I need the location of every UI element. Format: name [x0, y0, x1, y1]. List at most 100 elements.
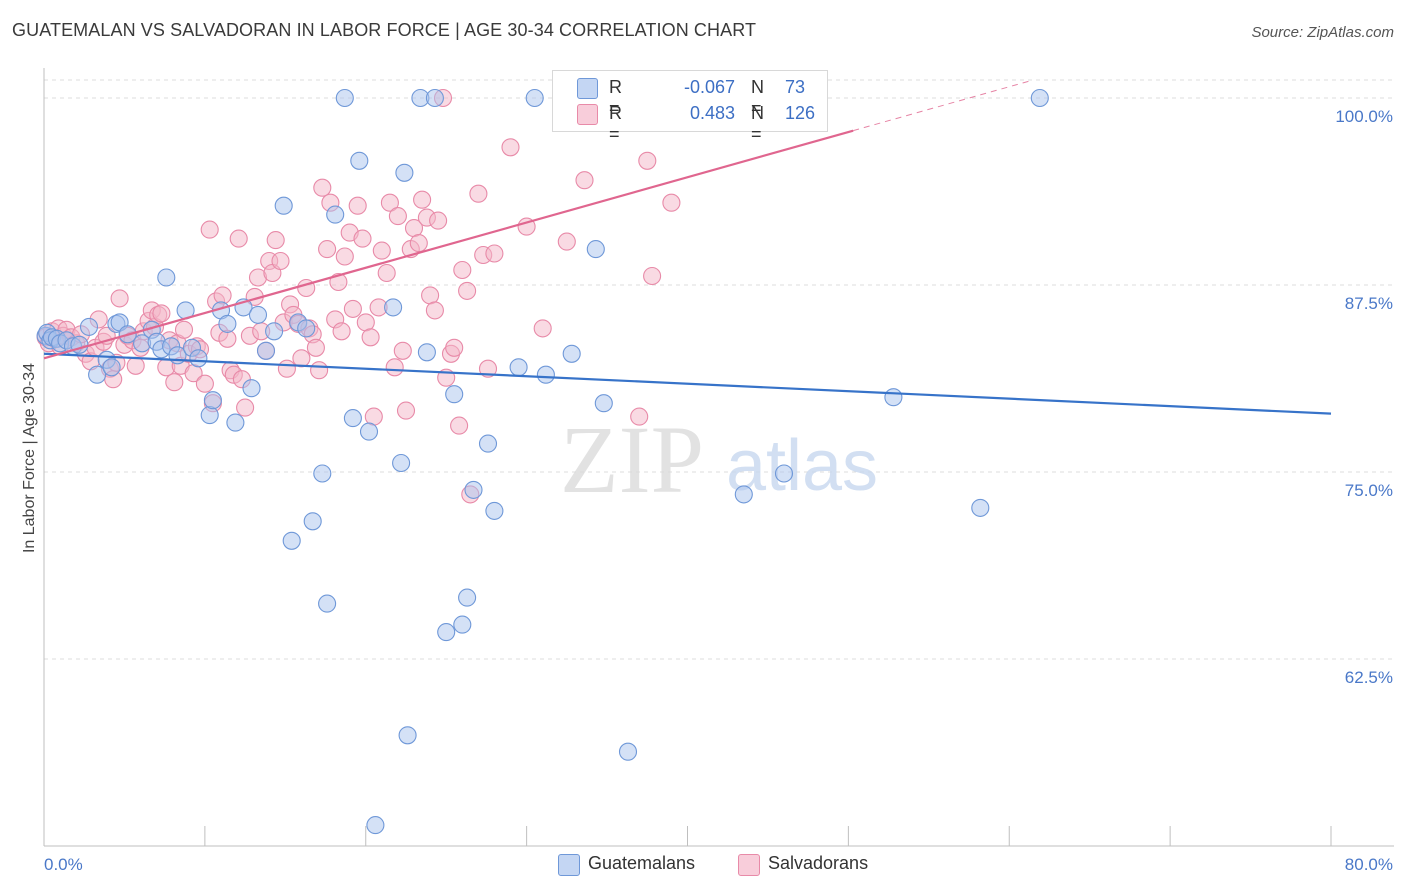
- y-tick-label: 75.0%: [1345, 481, 1393, 500]
- legend-swatch-pink: [738, 854, 760, 876]
- guatemalan-point: [774, 464, 794, 483]
- legend-label-salvadorans: Salvadorans: [768, 853, 869, 873]
- salvadoran-point: [236, 398, 255, 417]
- guatemalan-point: [392, 453, 411, 473]
- salvadoran-point: [638, 151, 657, 170]
- guatemalan-point: [425, 88, 444, 108]
- salvadoran-point: [409, 234, 428, 253]
- salvadoran-point: [306, 338, 325, 357]
- gridlines: [44, 79, 1394, 660]
- salvadoran-point: [292, 349, 311, 368]
- salvadoran-point: [165, 373, 184, 392]
- guatemalan-point: [226, 413, 245, 432]
- y-tick-label: 62.5%: [1345, 668, 1393, 687]
- guatemalan-point: [157, 268, 176, 287]
- salvadoran-point: [126, 356, 145, 375]
- salvadoran-point: [533, 319, 552, 338]
- salvadoran-point: [396, 401, 416, 420]
- guatemalan-point: [102, 358, 121, 377]
- guatemalan-point: [971, 498, 990, 517]
- salvadoran-point: [353, 229, 372, 248]
- trend-line-guatemalans: [43, 352, 1332, 415]
- tick-labels: 62.5% 75.0% 87.5% 100.0% 0.0% 80.0%: [44, 107, 1393, 874]
- guatemalan-point: [586, 240, 605, 259]
- salvadoran-point: [445, 338, 464, 357]
- salvadoran-point: [277, 359, 296, 378]
- salvadoran-point: [450, 416, 469, 435]
- guatemalan-point: [200, 406, 219, 425]
- guatemalan-point: [618, 742, 638, 761]
- salvadoran-point: [174, 320, 194, 339]
- legend-swatch-blue: [558, 854, 580, 876]
- salvadoran-point: [229, 229, 248, 248]
- salvadoran-point: [425, 301, 444, 320]
- guatemalan-point: [343, 409, 362, 428]
- guatemalan-point: [437, 623, 456, 642]
- salvadoran-point: [110, 289, 129, 308]
- salvadoran-point: [469, 184, 488, 203]
- guatemalan-point: [203, 391, 222, 410]
- legend-n-value: 126: [785, 103, 816, 123]
- guatemalan-point: [1030, 88, 1049, 108]
- salvadoran-point: [643, 266, 662, 286]
- legend-label-guatemalans: Guatemalans: [588, 853, 696, 873]
- legend-r-value: 0.483: [689, 103, 735, 123]
- salvadoran-point: [485, 244, 504, 263]
- guatemalan-point: [594, 394, 613, 413]
- salvadoran-point: [385, 358, 404, 377]
- salvadoran-point: [313, 178, 332, 197]
- salvadoran-point: [413, 190, 432, 209]
- guatemalan-point: [303, 512, 322, 531]
- salvadoran-point: [310, 361, 329, 380]
- legend-n-label: N =: [751, 103, 764, 144]
- guatemalan-point: [297, 319, 316, 338]
- guatemalan-point: [485, 501, 504, 520]
- guatemalan-point: [189, 349, 208, 368]
- chart-source: Source: ZipAtlas.com: [1251, 24, 1394, 41]
- guatemalan-point: [395, 163, 414, 182]
- salvadoran-point: [429, 211, 448, 230]
- guatemalan-point: [734, 485, 753, 504]
- guatemalan-point: [318, 594, 337, 613]
- salvadoran-point: [377, 263, 396, 283]
- trend-lines: [43, 79, 1332, 415]
- guatemalan-point: [445, 385, 464, 404]
- salvadoran-point: [271, 251, 290, 271]
- guatemalan-point: [453, 615, 472, 634]
- guatemalan-point: [359, 422, 379, 441]
- guatemalan-point: [313, 464, 332, 483]
- guatemalan-point: [326, 205, 345, 224]
- salvadoran-point: [458, 281, 477, 300]
- salvadoran-point: [318, 240, 337, 259]
- legend-swatch-blue: [577, 78, 598, 99]
- guatemalan-point: [884, 388, 903, 407]
- salvadoran-point: [200, 220, 219, 239]
- salvadoran-point: [213, 286, 232, 305]
- salvadoran-point: [575, 171, 594, 190]
- salvadoran-point: [380, 193, 399, 212]
- salvadoran-point: [361, 328, 380, 347]
- salvadoran-point: [393, 341, 412, 360]
- legend-swatch-pink: [577, 104, 598, 125]
- series-guatemalans-points: [36, 88, 1049, 835]
- guatemalan-point: [265, 322, 284, 341]
- guatemalan-point: [398, 726, 417, 745]
- watermark: ZIP atlas: [560, 406, 878, 513]
- chart-title: GUATEMALAN VS SALVADORAN IN LABOR FORCE …: [12, 20, 757, 40]
- guatemalan-point: [88, 365, 107, 384]
- legend-r-value: -0.067: [683, 77, 735, 97]
- salvadoran-point: [501, 138, 520, 157]
- trend-line-salvadorans-extension: [853, 79, 1034, 132]
- y-tick-label: 87.5%: [1345, 294, 1393, 313]
- guatemalan-point: [218, 314, 237, 333]
- salvadoran-point: [630, 407, 649, 426]
- salvadoran-point: [557, 232, 576, 251]
- guatemalan-point: [536, 365, 555, 384]
- x-tick-label-min: 0.0%: [44, 855, 83, 874]
- guatemalan-point: [335, 88, 354, 108]
- salvadoran-point: [348, 196, 367, 215]
- guatemalan-point: [464, 480, 483, 499]
- guatemalan-point: [256, 341, 276, 360]
- salvadoran-point: [372, 241, 391, 260]
